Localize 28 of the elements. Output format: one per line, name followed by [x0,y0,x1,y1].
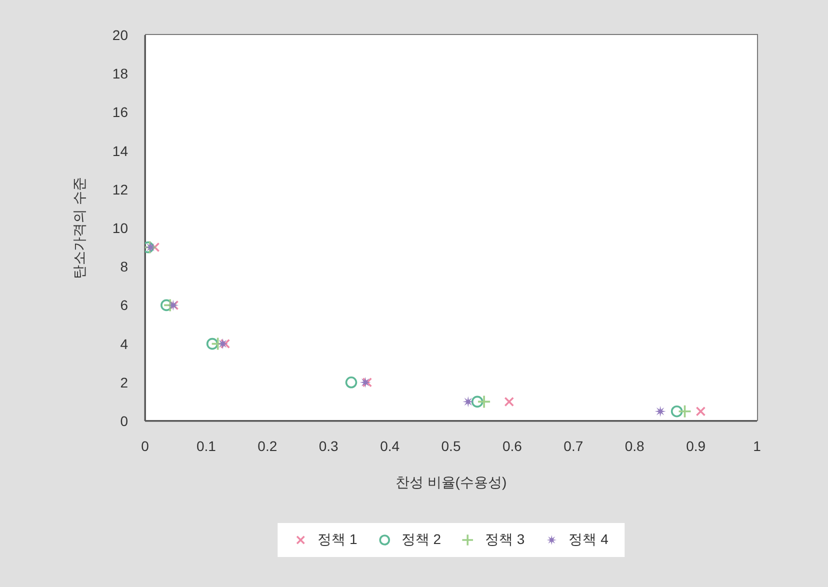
x-tick-label: 0.4 [380,438,400,454]
y-tick-label: 4 [120,336,128,352]
x-tick-label: 1 [753,438,762,454]
x-tick-label: 0.7 [564,438,584,454]
y-tick-label: 10 [112,220,128,236]
x-tick-label: 0.6 [502,438,522,454]
y-tick-label: 18 [112,66,128,82]
y-tick-label: 8 [120,258,128,275]
y-tick-label: 0 [120,412,128,429]
y-tick-label: 16 [112,104,128,120]
y-tick-label: 2 [120,374,128,390]
x-tick-label: 0.5 [441,438,461,454]
y-tick-label: 14 [112,142,128,159]
x-tick-label: 0 [141,438,150,454]
x-tick-label: 0.2 [258,438,278,454]
x-tick-label: 0.1 [196,438,216,454]
x-tick-label: 0.8 [624,438,645,454]
x-tick-label: 0.9 [686,438,706,454]
x-axis-title: 찬성 비율(수용성) [395,474,507,492]
y-axis-title: 탄소가격의 수준 [71,177,88,279]
y-tick-label: 12 [112,181,128,198]
legend-label: 정책 4 [568,531,608,549]
y-tick-label: 6 [120,297,128,314]
legend-label: 정책 1 [318,531,358,549]
x-tick-label: 0.3 [318,438,339,454]
y-tick-label: 20 [112,26,128,43]
legend-label: 정책 2 [401,531,441,549]
legend-label: 정책 3 [485,531,525,549]
